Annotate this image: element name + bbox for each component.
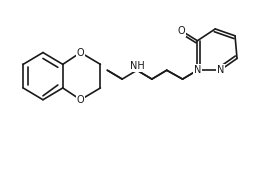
Text: O: O	[178, 26, 185, 36]
Text: N: N	[217, 65, 224, 75]
Text: N: N	[194, 65, 201, 75]
Text: NH: NH	[130, 61, 145, 71]
Text: O: O	[77, 48, 85, 57]
Text: O: O	[77, 95, 85, 105]
